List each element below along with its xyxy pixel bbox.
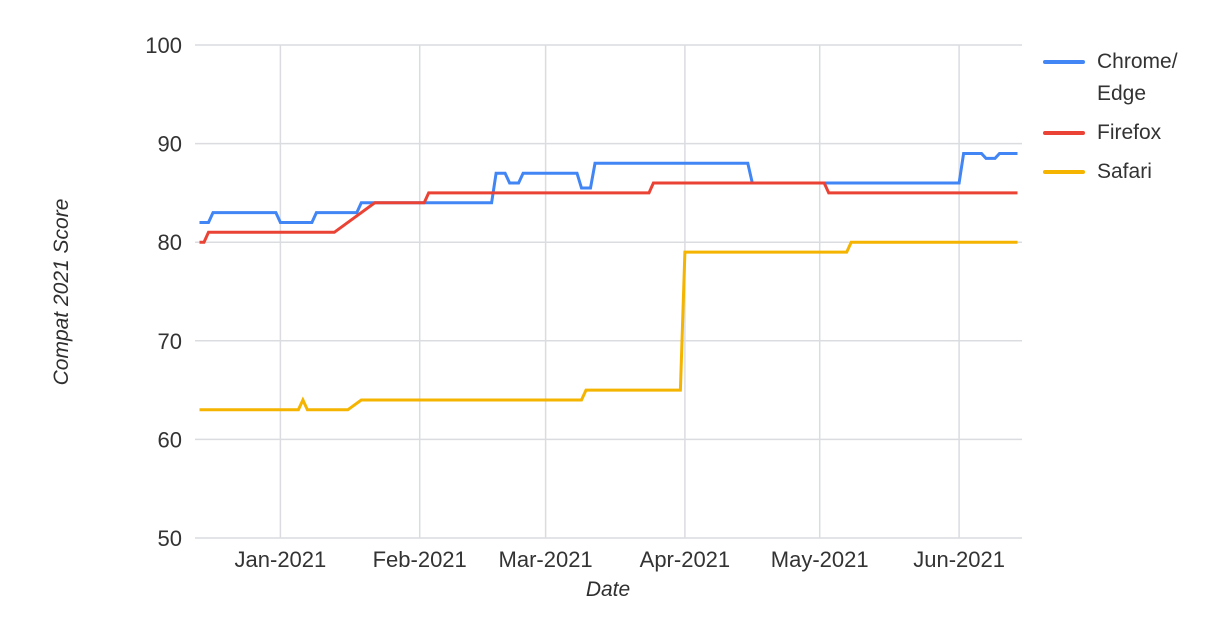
- legend-item-firefox[interactable]: Firefox: [1043, 117, 1178, 149]
- x-tick-label: Mar-2021: [499, 547, 593, 572]
- legend-item-safari[interactable]: Safari: [1043, 156, 1178, 188]
- legend-item-chrome-edge[interactable]: Chrome/ Edge: [1043, 46, 1178, 110]
- gridlines: [195, 44, 1022, 539]
- y-tick-label: 90: [158, 132, 182, 157]
- series-line-safari[interactable]: [199, 240, 1018, 412]
- legend-line-swatch: [1043, 170, 1085, 174]
- x-axis-title: Date: [586, 578, 630, 601]
- tick-labels: 50 60 70 80 90 100 Jan-2021 Feb-2021 Mar-2021 Apr…: [145, 33, 1005, 572]
- legend: Chrome/ Edge Firefox Safari: [1043, 46, 1178, 195]
- y-tick-label: 80: [158, 230, 182, 255]
- legend-line-swatch: [1043, 60, 1085, 64]
- legend-label: Safari: [1097, 160, 1152, 183]
- series-line-chrome-edge[interactable]: [199, 152, 1018, 224]
- y-tick-label: 60: [158, 427, 182, 452]
- x-tick-label: Jun-2021: [913, 547, 1005, 572]
- x-tick-label: Jan-2021: [235, 547, 327, 572]
- y-tick-label: 50: [158, 526, 182, 551]
- series-line-firefox[interactable]: [199, 181, 1018, 244]
- y-tick-label: 70: [158, 329, 182, 354]
- series-lines: [199, 152, 1018, 412]
- legend-label: Firefox: [1097, 121, 1162, 144]
- y-tick-label: 100: [145, 33, 182, 58]
- legend-label: Chrome/ Edge: [1097, 50, 1178, 105]
- x-tick-label: May-2021: [771, 547, 869, 572]
- legend-line-swatch: [1043, 131, 1085, 135]
- y-axis-title: Compat 2021 Score: [50, 199, 73, 386]
- x-tick-label: Feb-2021: [373, 547, 467, 572]
- x-tick-label: Apr-2021: [640, 547, 731, 572]
